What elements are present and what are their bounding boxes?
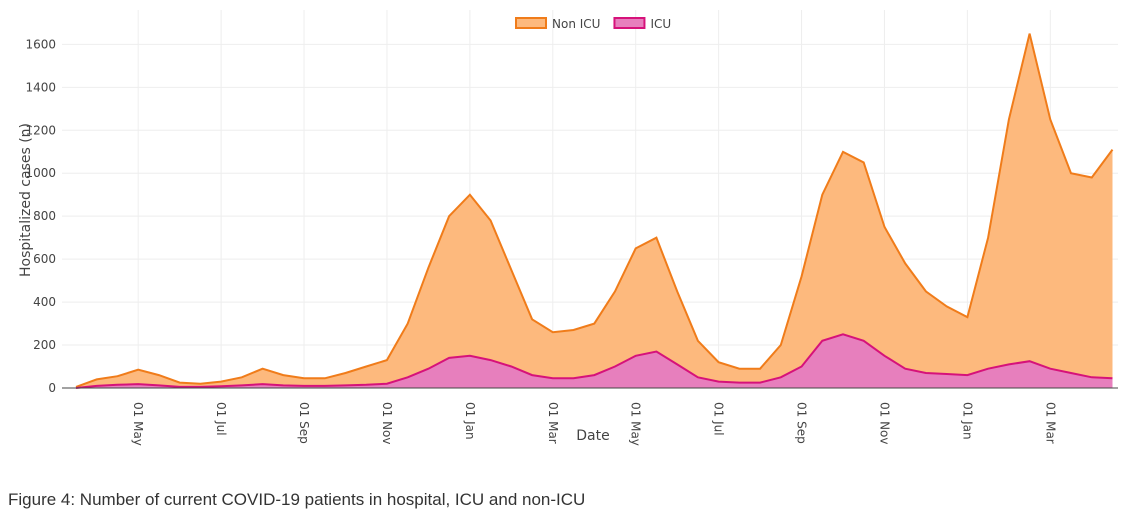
x-axis-label: Date [576, 428, 609, 444]
x-tick-label: 01 Jan [960, 402, 974, 440]
x-tick-label: 01 Mar [1043, 402, 1057, 444]
y-tick-label: 1400 [25, 80, 56, 94]
x-tick-label: 01 May [629, 402, 643, 446]
y-tick-label: 400 [33, 295, 56, 309]
x-tick-label: 01 May [131, 402, 145, 446]
x-tick-label: 01 Sep [795, 402, 809, 444]
x-tick-label: 01 Jul [712, 402, 726, 436]
y-tick-label: 0 [48, 381, 56, 395]
y-tick-label: 1200 [25, 123, 56, 137]
y-tick-label: 1600 [25, 37, 56, 51]
line [75, 33, 1114, 388]
x-tick-label: 01 Jul [214, 402, 228, 436]
x-tick-label: 01 Jan [463, 402, 477, 440]
caption: Figure 4: Number of current COVID-19 pat… [8, 490, 586, 509]
legend-label: ICU [650, 17, 671, 31]
y-tick-label: 200 [33, 338, 56, 352]
y-tick-label: 600 [33, 252, 56, 266]
x-tick-label: 01 Nov [877, 402, 891, 445]
legend-label: Non ICU [552, 17, 600, 31]
x-tick-label: 01 Sep [297, 402, 311, 444]
legend-swatch [515, 17, 547, 29]
x-tick-label: 01 Mar [546, 402, 560, 444]
line [75, 333, 1113, 389]
y-axis-label: Hospitalized cases (n) [18, 123, 34, 277]
y-tick-label: 1000 [25, 166, 56, 180]
x-tick-label: 01 Nov [380, 402, 394, 445]
area [76, 334, 1113, 388]
area [76, 33, 1113, 388]
chart: Date Hospitalized cases (n) 0 200 400 600 80… [18, 10, 1118, 446]
y-tick-label: 800 [33, 209, 56, 223]
legend-swatch [613, 17, 646, 29]
